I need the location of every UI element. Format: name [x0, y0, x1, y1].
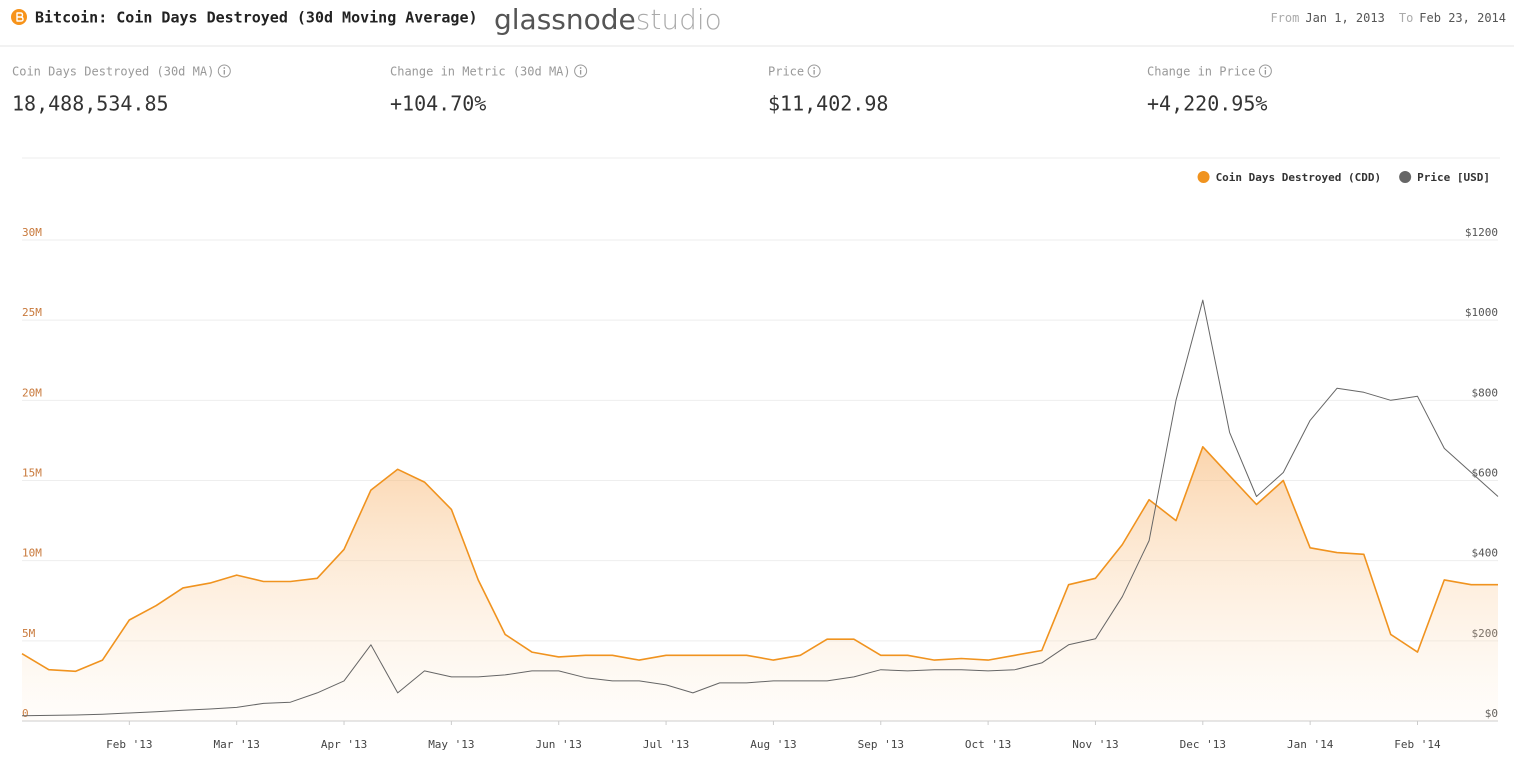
- y-tick-label: 10M: [22, 547, 42, 560]
- metric-value: 18,488,534.85: [12, 92, 169, 116]
- x-tick-label: Jul '13: [643, 738, 689, 751]
- metric-label: Price: [768, 65, 804, 79]
- x-tick-label: Aug '13: [750, 738, 796, 751]
- from-date[interactable]: Jan 1, 2013: [1305, 11, 1384, 25]
- metric-label: Coin Days Destroyed (30d MA): [12, 65, 214, 79]
- metrics: Coin Days Destroyed (30d MA) 18,488,534.8…: [12, 64, 1272, 116]
- x-tick-label: Oct '13: [965, 738, 1011, 751]
- logo: glassnodestudio: [494, 3, 722, 36]
- y2-tick-label: $800: [1472, 386, 1499, 399]
- y-tick-label: 15M: [22, 467, 42, 480]
- y-tick-label: 30M: [22, 226, 42, 239]
- logo-main: glassnode: [494, 3, 636, 36]
- y2-tick-label: $1000: [1465, 306, 1498, 319]
- info-icon-dot: [579, 67, 582, 69]
- header: Bitcoin: Coin Days Destroyed (30d Moving…: [0, 3, 1514, 47]
- page-title: Bitcoin: Coin Days Destroyed (30d Moving…: [35, 9, 478, 27]
- info-icon[interactable]: [807, 64, 821, 78]
- x-tick-label: Jan '14: [1287, 738, 1334, 751]
- x-tick-label: Mar '13: [214, 738, 260, 751]
- info-icon[interactable]: [217, 64, 231, 78]
- x-tick-label: Dec '13: [1180, 738, 1226, 751]
- series-area: [22, 446, 1498, 721]
- y2-tick-label: $1200: [1465, 226, 1498, 239]
- info-icon-dot: [223, 67, 226, 69]
- x-tick-label: Nov '13: [1072, 738, 1118, 751]
- chart: 05M10M15M20M25M30M$0$200$400$600$800$100…: [21, 171, 1499, 751]
- y-tick-label: 25M: [22, 306, 42, 319]
- x-tick-label: May '13: [428, 738, 474, 751]
- y2-tick-label: $600: [1472, 467, 1499, 480]
- series-line: [21, 446, 1498, 673]
- legend-swatch[interactable]: [1399, 171, 1412, 183]
- x-tick-label: Sep '13: [858, 738, 904, 751]
- x-tick-label: Feb '13: [106, 738, 152, 751]
- x-tick-label: Feb '14: [1394, 738, 1441, 751]
- logo-suffix: studio: [636, 3, 722, 36]
- y-tick-label: 20M: [22, 386, 42, 399]
- metric-label: Change in Price: [1147, 65, 1255, 79]
- metric-value: $11,402.98: [768, 92, 888, 116]
- series-line: [21, 299, 1499, 717]
- from-label: From: [1270, 11, 1299, 25]
- date-range[interactable]: From Jan 1, 2013 To Feb 23, 2014: [1270, 11, 1506, 25]
- metric-value: +104.70%: [390, 92, 486, 116]
- to-date[interactable]: Feb 23, 2014: [1419, 11, 1506, 25]
- legend-label[interactable]: Price [USD]: [1417, 171, 1490, 184]
- y2-tick-label: $400: [1472, 547, 1499, 560]
- info-icon-dot: [1264, 67, 1267, 69]
- legend-swatch[interactable]: [1197, 171, 1210, 183]
- x-tick-label: Jun '13: [536, 738, 582, 751]
- x-tick-label: Apr '13: [321, 738, 367, 751]
- legend-label[interactable]: Coin Days Destroyed (CDD): [1216, 171, 1382, 184]
- y-tick-label: 5M: [22, 627, 36, 640]
- bitcoin-glyph: [16, 12, 24, 22]
- info-icon[interactable]: [1258, 64, 1272, 78]
- info-icon[interactable]: [574, 64, 588, 78]
- info-icon-dot: [813, 67, 816, 69]
- to-label: To: [1399, 11, 1413, 25]
- metric-value: +4,220.95%: [1147, 92, 1267, 116]
- metric-label: Change in Metric (30d MA): [390, 65, 571, 79]
